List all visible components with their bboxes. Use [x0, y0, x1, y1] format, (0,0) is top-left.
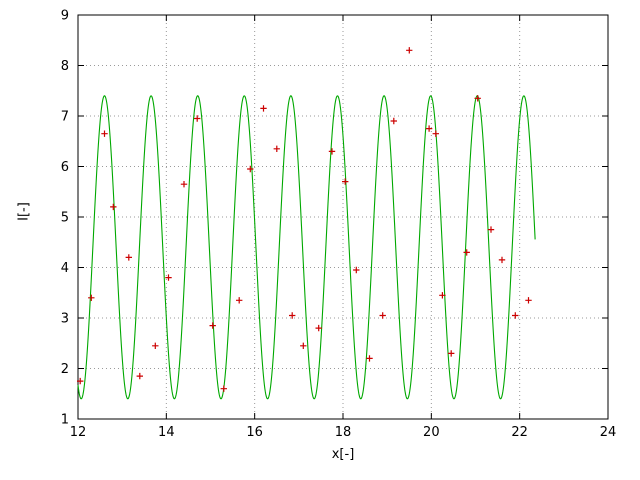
x-axis-label: x[-] — [331, 447, 355, 462]
data-point-marker — [328, 148, 336, 155]
data-point-marker — [125, 254, 132, 261]
x-tick-label: 22 — [511, 425, 528, 440]
x-tick-label: 14 — [158, 425, 175, 440]
data-point-marker — [512, 312, 519, 319]
x-tick-label: 20 — [423, 425, 440, 440]
data-point-marker — [448, 350, 455, 357]
data-point-marker — [342, 178, 349, 185]
y-tick-label: 1 — [61, 413, 69, 428]
x-tick-label: 18 — [335, 425, 352, 440]
y-tick-label: 5 — [61, 211, 69, 226]
y-tick-label: 9 — [61, 9, 69, 24]
fit-curve — [77, 95, 536, 400]
y-tick-label: 4 — [61, 261, 69, 276]
data-point-marker — [236, 297, 243, 304]
data-point-marker — [406, 47, 413, 54]
data-point-marker — [315, 324, 322, 332]
y-tick-label: 7 — [61, 110, 69, 125]
data-point-marker — [300, 342, 307, 349]
data-point-marker — [289, 312, 296, 319]
x-tick-label: 24 — [600, 425, 617, 440]
data-point-marker — [525, 297, 532, 304]
data-point-marker — [353, 266, 360, 274]
x-tick-label: 12 — [70, 425, 87, 440]
data-point-marker — [77, 377, 84, 385]
data-point-marker — [260, 105, 267, 112]
data-point-marker — [101, 130, 108, 137]
data-point-marker — [220, 385, 227, 392]
data-point-marker — [379, 312, 386, 319]
data-point-marker — [136, 372, 143, 380]
data-point-marker — [498, 256, 506, 264]
data-point-marker — [110, 203, 117, 211]
data-point-marker — [88, 294, 95, 301]
data-point-marker — [247, 165, 254, 173]
data-point-marker — [474, 95, 481, 102]
data-point-marker — [487, 226, 495, 233]
data-point-marker — [463, 249, 470, 256]
data-point-marker — [152, 342, 159, 349]
data-point-marker — [432, 130, 439, 137]
y-tick-label: 3 — [61, 312, 69, 327]
y-tick-label: 2 — [61, 362, 69, 377]
data-point-marker — [366, 355, 373, 362]
y-tick-label: 6 — [61, 160, 69, 175]
data-point-marker — [194, 115, 201, 122]
y-axis-label: I[-] — [16, 202, 32, 221]
data-point-marker — [273, 145, 280, 152]
data-point-marker — [209, 322, 216, 329]
data-point-marker — [390, 117, 397, 125]
data-point-marker — [165, 274, 172, 281]
plot-border — [77, 14, 609, 420]
data-point-marker — [439, 292, 446, 299]
data-point-marker — [425, 125, 433, 132]
y-tick-label: 8 — [61, 59, 69, 74]
data-point-marker — [180, 181, 188, 188]
x-tick-label: 16 — [246, 425, 263, 440]
